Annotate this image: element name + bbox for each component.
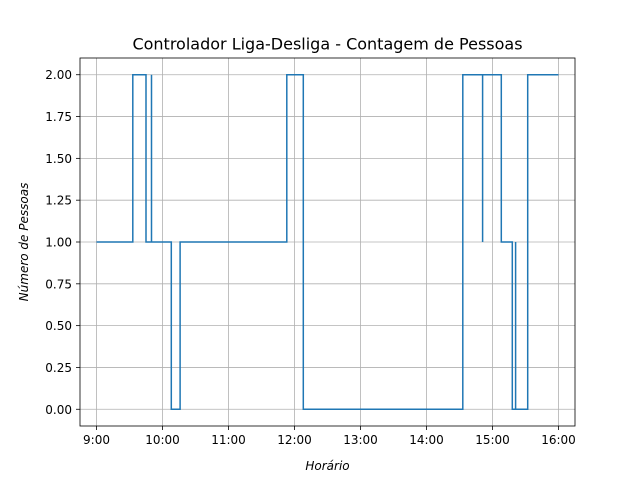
series-layer: [96, 73, 559, 411]
x-tick-label: 16:00: [541, 433, 576, 447]
chart-title: Controlador Liga-Desliga - Contagem de P…: [132, 35, 522, 54]
x-tick-label: 13:00: [343, 433, 378, 447]
x-tick-label: 15:00: [475, 433, 510, 447]
y-tick-label: 1.25: [45, 194, 72, 208]
y-tick-label: 1.00: [45, 236, 72, 250]
x-axis-label: Horário: [305, 459, 349, 473]
y-tick-label: 0.75: [45, 277, 72, 291]
x-axis: 9:00 10:00 11:00 12:00 13:00 14:00 15:00 16:00: [83, 426, 576, 447]
x-tick-label: 11:00: [211, 433, 246, 447]
series-line-0: [96, 73, 559, 411]
y-axis: 0.00 0.25 0.50 0.75 1.00 1.25 1.50 1.75 2.00: [45, 68, 80, 417]
x-tick-label: 14:00: [409, 433, 444, 447]
y-tick-label: 2.00: [45, 68, 72, 82]
x-tick-label: 10:00: [145, 433, 180, 447]
y-axis-label: Número de Pessoas: [17, 183, 31, 302]
y-tick-label: 0.50: [45, 319, 72, 333]
grid: [80, 58, 575, 426]
x-tick-label: 9:00: [83, 433, 110, 447]
y-tick-label: 0.00: [45, 403, 72, 417]
y-tick-label: 1.50: [45, 152, 72, 166]
y-tick-label: 0.25: [45, 361, 72, 375]
x-tick-label: 12:00: [277, 433, 312, 447]
y-tick-label: 1.75: [45, 110, 72, 124]
